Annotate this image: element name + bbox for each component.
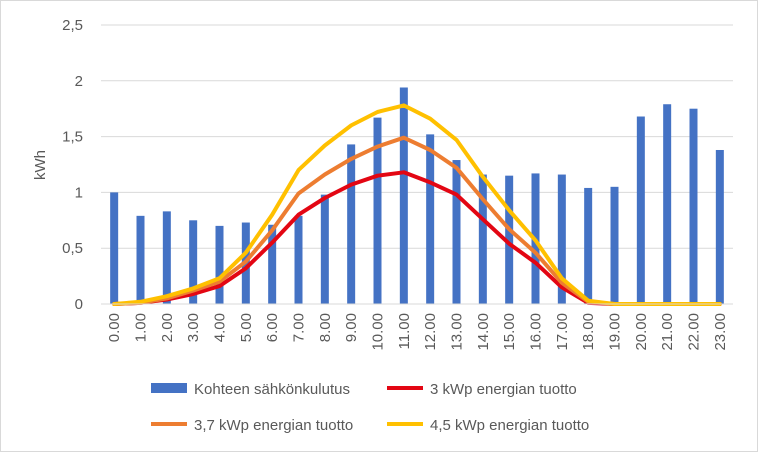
bar [320, 194, 329, 304]
legend-label: 4,5 kWp energian tuotto [430, 417, 589, 434]
x-tick-label: 0.00 [106, 313, 123, 342]
x-tick-label: 10.00 [370, 313, 387, 351]
bar [189, 220, 198, 304]
x-tick-label: 12.00 [422, 313, 439, 351]
bar [715, 149, 724, 304]
x-tick-label: 5.00 [238, 313, 255, 342]
x-tick-label: 6.00 [264, 313, 281, 342]
bar [294, 215, 303, 304]
bar [584, 187, 593, 304]
bar [110, 192, 119, 304]
x-tick-label: 15.00 [501, 313, 518, 351]
bar [399, 87, 408, 304]
y-tick-label: 2 [75, 73, 83, 90]
x-tick-label: 17.00 [554, 313, 571, 351]
y-tick-label: 2,5 [62, 17, 83, 34]
bar [268, 224, 277, 304]
legend-label: Kohteen sähkönkulutus [194, 381, 350, 398]
bar [215, 225, 224, 304]
line-series-group [112, 103, 722, 306]
y-tick-label: 0,5 [62, 240, 83, 257]
line-series-2 [112, 135, 722, 306]
line-series-3 [112, 103, 722, 306]
x-tick-label: 1.00 [133, 313, 150, 342]
bar [663, 104, 672, 305]
y-axis-title: kWh [32, 150, 49, 180]
x-tick-label: 4.00 [212, 313, 229, 342]
bar [452, 160, 461, 304]
bar [636, 116, 645, 305]
y-tick-label: 1 [75, 184, 83, 201]
x-tick-label: 11.00 [396, 313, 413, 349]
x-tick-label: 13.00 [449, 313, 466, 351]
x-tick-label: 2.00 [159, 313, 176, 342]
x-tick-label: 19.00 [607, 313, 624, 351]
x-tick-label: 9.00 [343, 313, 360, 342]
bar [426, 134, 435, 304]
x-tick-label: 21.00 [659, 313, 676, 351]
bar [478, 174, 487, 304]
x-tick-label: 22.00 [686, 313, 703, 351]
bar [505, 175, 514, 304]
x-tick-label: 3.00 [185, 313, 202, 342]
bar [162, 211, 171, 304]
x-tick-label: 18.00 [580, 313, 597, 351]
bar [136, 215, 145, 304]
x-tick-label: 7.00 [291, 313, 308, 342]
bar [347, 144, 356, 304]
bar-series [110, 87, 724, 305]
bar [557, 174, 566, 304]
bar [610, 186, 619, 304]
x-tick-labels: 0.00 1.00 2.00 3.00 4.00 5.00 6.00 7.00 8.00 9.00… [106, 313, 729, 351]
x-tick-label: 16.00 [528, 313, 545, 351]
gridlines [101, 24, 733, 249]
bar [373, 117, 382, 305]
y-tick-label: 1,5 [62, 129, 83, 146]
legend-swatch-bar [151, 383, 187, 393]
legend-label: 3 kWp energian tuotto [430, 381, 577, 398]
legend-label: 3,7 kWp energian tuotto [194, 417, 353, 434]
y-tick-label: 0 [75, 296, 83, 313]
x-tick-label: 14.00 [475, 313, 492, 351]
x-tick-label: 23.00 [712, 313, 729, 351]
bar [689, 108, 698, 304]
x-tick-label: 20.00 [633, 313, 650, 351]
x-tick-label: 8.00 [317, 313, 334, 342]
y-tick-labels: 0 0,5 1 1,5 2 2,5 [62, 17, 83, 313]
legend: Kohteen sähkönkulutus 3 kWp energian tuot… [151, 381, 589, 434]
